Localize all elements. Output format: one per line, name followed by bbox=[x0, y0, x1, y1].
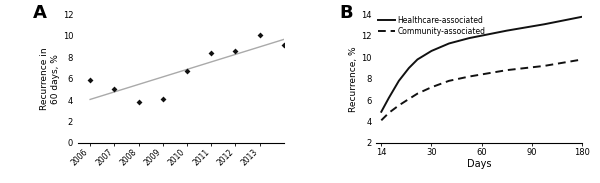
Healthcare-associated bbox=[503, 29, 511, 32]
Healthcare-associated bbox=[428, 50, 435, 52]
Community-associated bbox=[503, 69, 511, 71]
Community-associated bbox=[405, 98, 412, 100]
Line: Healthcare-associated: Healthcare-associated bbox=[382, 17, 582, 112]
Community-associated bbox=[428, 86, 435, 88]
Text: B: B bbox=[339, 4, 353, 22]
Healthcare-associated bbox=[466, 37, 473, 39]
Community-associated bbox=[466, 75, 473, 78]
Community-associated bbox=[578, 58, 586, 61]
Healthcare-associated bbox=[414, 58, 421, 61]
Y-axis label: Recurrence, %: Recurrence, % bbox=[349, 46, 358, 111]
Healthcare-associated bbox=[541, 23, 548, 25]
Legend: Healthcare-associated, Community-associated: Healthcare-associated, Community-associa… bbox=[377, 15, 487, 37]
Healthcare-associated bbox=[445, 42, 452, 44]
Community-associated bbox=[445, 80, 452, 82]
Community-associated bbox=[378, 119, 385, 122]
Community-associated bbox=[395, 104, 403, 107]
Community-associated bbox=[385, 112, 392, 114]
Y-axis label: Recurrence in
60 days, %: Recurrence in 60 days, % bbox=[40, 47, 60, 110]
Healthcare-associated bbox=[385, 97, 392, 99]
Community-associated bbox=[414, 93, 421, 95]
Healthcare-associated bbox=[395, 80, 403, 82]
Healthcare-associated bbox=[405, 67, 412, 69]
X-axis label: Days: Days bbox=[467, 159, 491, 169]
Healthcare-associated bbox=[578, 16, 586, 18]
Healthcare-associated bbox=[378, 111, 385, 113]
Line: Community-associated: Community-associated bbox=[382, 59, 582, 120]
Text: A: A bbox=[33, 4, 47, 22]
Community-associated bbox=[541, 65, 548, 67]
